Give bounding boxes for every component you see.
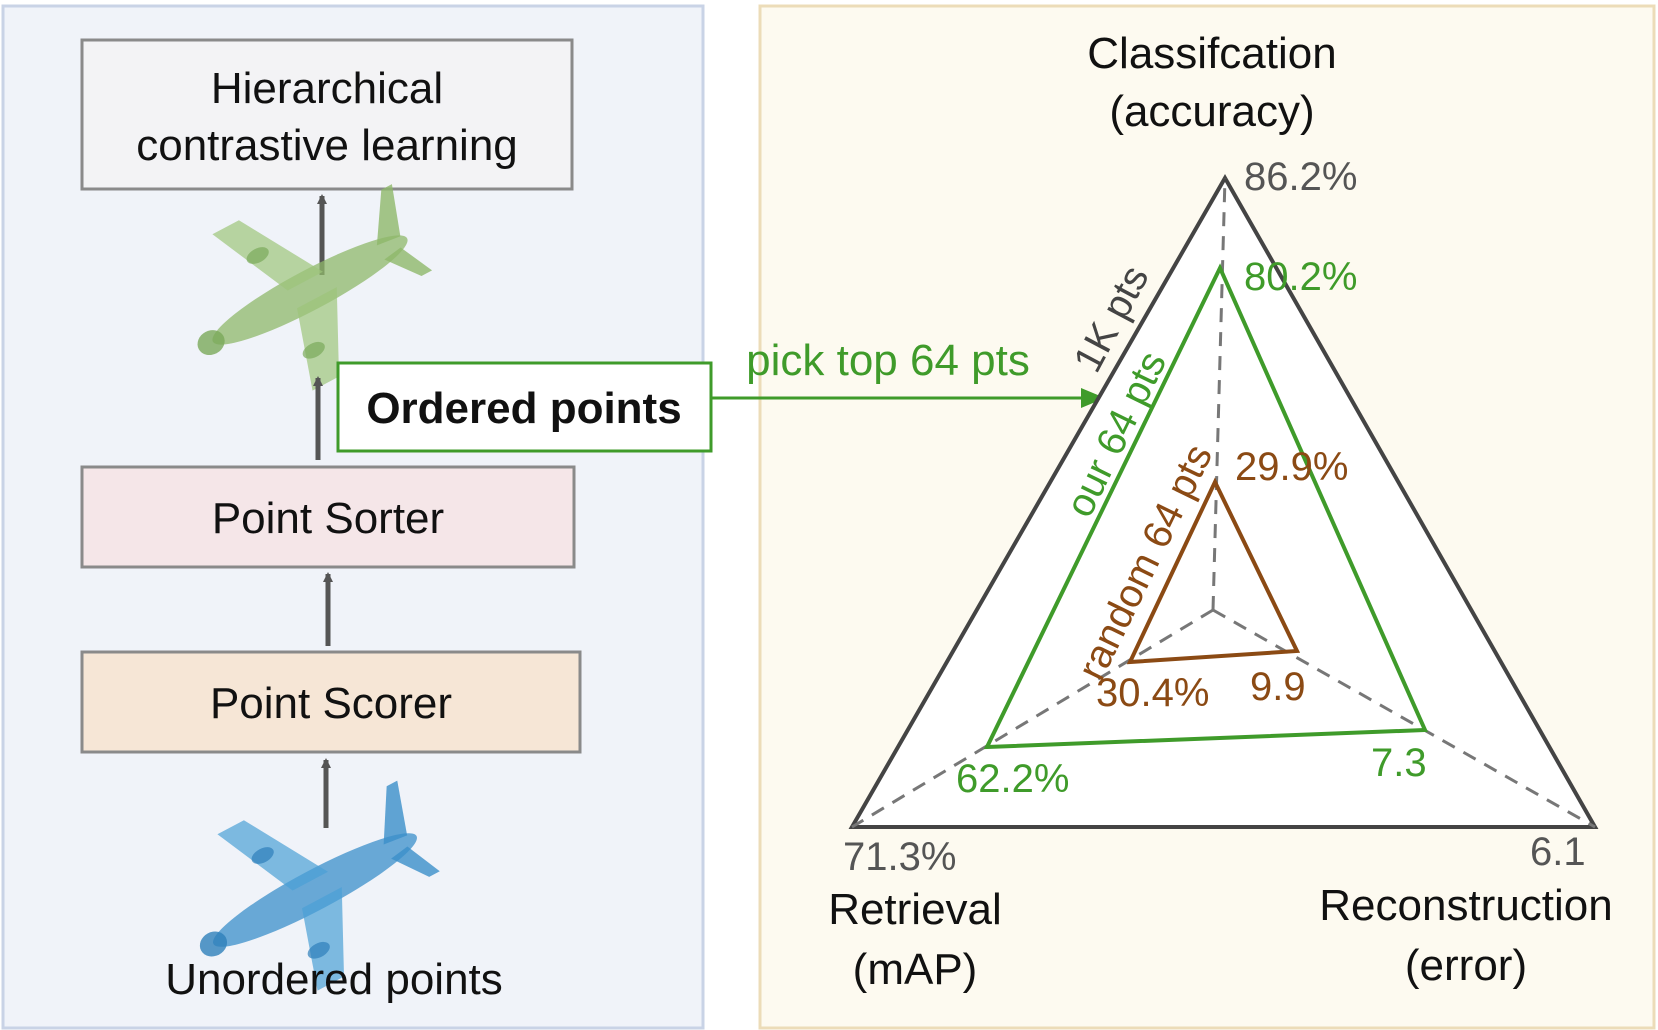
value-our64-classification: 80.2% — [1244, 255, 1357, 299]
axis-title-classification-line2: (accuracy) — [1109, 87, 1314, 136]
axis-title-reconstruction-line1: Reconstruction — [1319, 881, 1612, 930]
unordered-airplane-cloud — [199, 780, 440, 991]
value-1k-retrieval: 71.3% — [843, 835, 956, 879]
ordered-points-box — [336, 361, 713, 453]
contrastive-learning-box — [80, 38, 574, 191]
contrastive-learning-line2: contrastive learning — [136, 121, 518, 170]
axis-title-classification-line1: Classifcation — [1087, 29, 1336, 78]
axis-title-reconstruction-line2: (error) — [1405, 941, 1527, 990]
value-random64-classification: 29.9% — [1235, 445, 1348, 489]
value-random64-retrieval: 30.4% — [1096, 671, 1209, 715]
value-our64-reconstruction: 7.3 — [1371, 741, 1427, 785]
value-1k-reconstruction: 6.1 — [1530, 830, 1586, 874]
axis-classification — [1211, 177, 1227, 611]
axis-title-retrieval-line1: Retrieval — [828, 885, 1002, 934]
unordered-points-label: Unordered points — [165, 955, 503, 1004]
ordered-points-label: Ordered points — [366, 384, 681, 433]
point-sorter-box — [80, 465, 576, 569]
pick-top-label: pick top 64 pts — [746, 336, 1030, 385]
axis-title-retrieval-line2: (mAP) — [853, 945, 978, 994]
axes-dashed — [851, 177, 1596, 829]
ordered-airplane-cloud — [197, 184, 433, 391]
point-sorter-label: Point Sorter — [212, 494, 444, 543]
series-random64-triangle — [1126, 477, 1301, 665]
contrastive-learning-line1: Hierarchical — [211, 64, 443, 113]
point-scorer-box — [80, 650, 582, 754]
point-scorer-label: Point Scorer — [210, 679, 452, 728]
value-random64-reconstruction: 9.9 — [1250, 665, 1306, 709]
value-1k-classification: 86.2% — [1244, 155, 1357, 199]
series-our64-triangle — [983, 263, 1429, 750]
value-our64-retrieval: 62.2% — [956, 757, 1069, 801]
axis-reconstruction — [1212, 608, 1596, 829]
